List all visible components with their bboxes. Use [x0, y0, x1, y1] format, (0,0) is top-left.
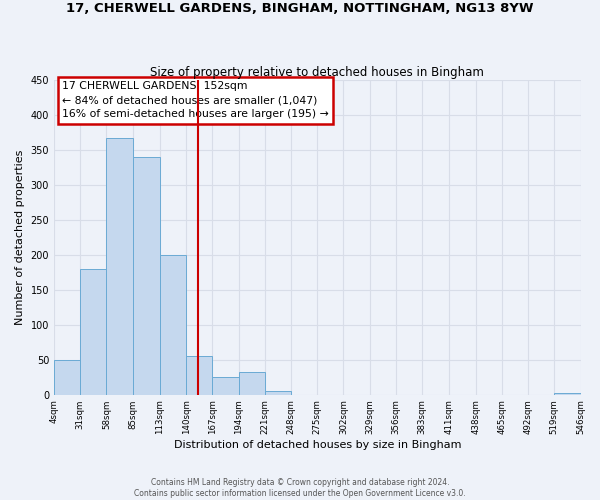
Bar: [212, 376, 239, 394]
Text: 17, CHERWELL GARDENS, BINGHAM, NOTTINGHAM, NG13 8YW: 17, CHERWELL GARDENS, BINGHAM, NOTTINGHA…: [66, 2, 534, 16]
Bar: [54, 360, 80, 394]
Bar: [133, 156, 160, 394]
X-axis label: Distribution of detached houses by size in Bingham: Distribution of detached houses by size …: [173, 440, 461, 450]
Text: Contains HM Land Registry data © Crown copyright and database right 2024.
Contai: Contains HM Land Registry data © Crown c…: [134, 478, 466, 498]
Title: Size of property relative to detached houses in Bingham: Size of property relative to detached ho…: [151, 66, 484, 78]
Text: 17 CHERWELL GARDENS: 152sqm
← 84% of detached houses are smaller (1,047)
16% of : 17 CHERWELL GARDENS: 152sqm ← 84% of det…: [62, 81, 329, 119]
Bar: [106, 138, 133, 394]
Bar: [80, 268, 106, 394]
Bar: [239, 372, 265, 394]
Bar: [186, 356, 212, 395]
Bar: [265, 391, 291, 394]
Y-axis label: Number of detached properties: Number of detached properties: [15, 150, 25, 325]
Bar: [160, 254, 186, 394]
